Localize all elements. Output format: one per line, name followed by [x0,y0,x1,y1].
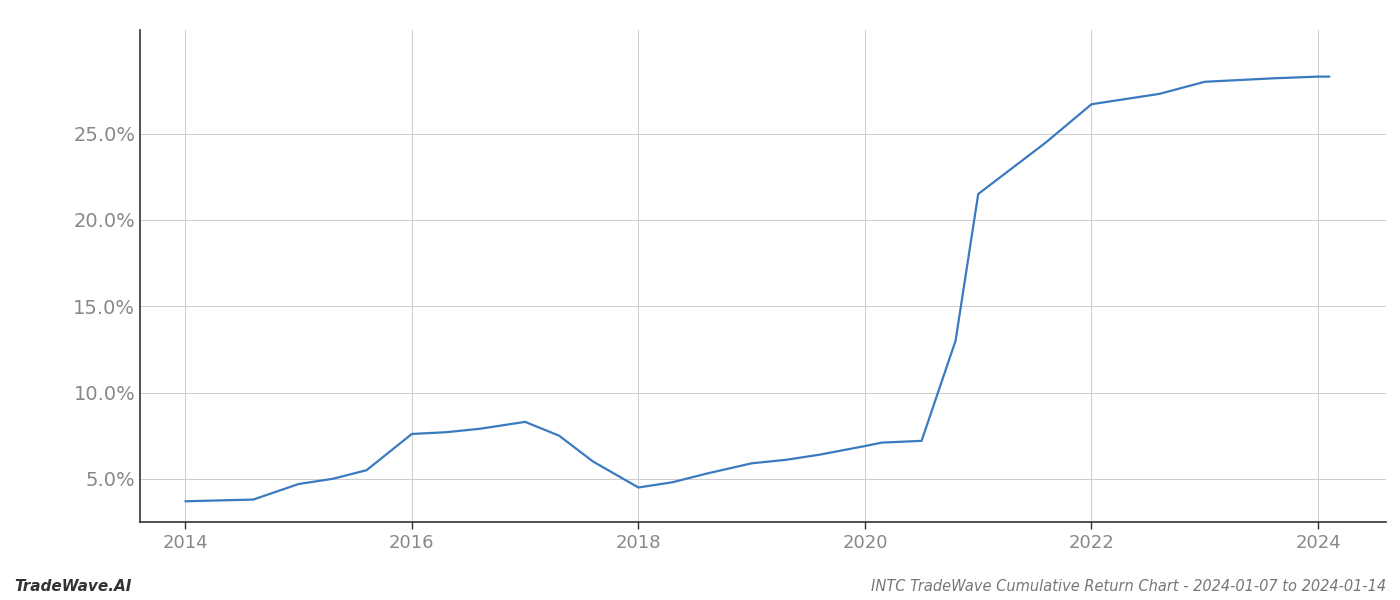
Text: TradeWave.AI: TradeWave.AI [14,579,132,594]
Text: INTC TradeWave Cumulative Return Chart - 2024-01-07 to 2024-01-14: INTC TradeWave Cumulative Return Chart -… [871,579,1386,594]
